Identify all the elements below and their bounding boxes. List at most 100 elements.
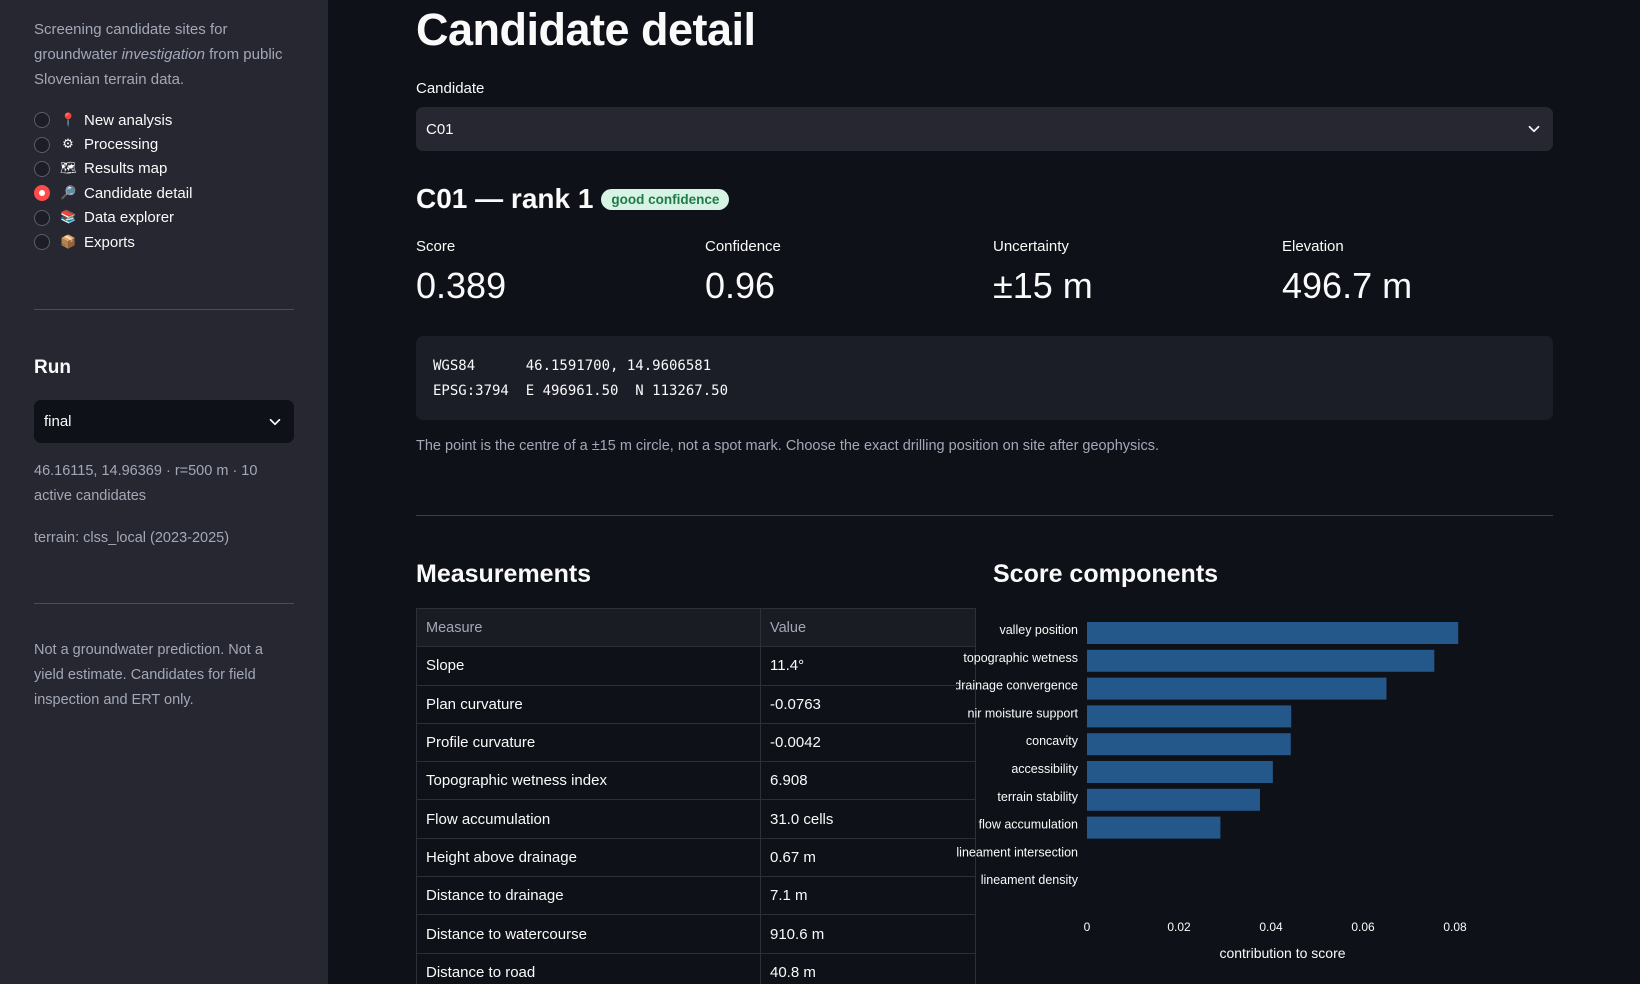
measure-value: 6.908	[760, 761, 976, 801]
magnifier-icon: 🔎	[60, 185, 77, 201]
nav-item-exports[interactable]: 📦 Exports	[34, 230, 192, 254]
table-row: Topographic wetness index 6.908	[416, 761, 976, 801]
terrain-info: terrain: clss_local (2023-2025)	[34, 530, 230, 546]
page-title: Candidate detail	[416, 4, 756, 55]
metric-elevation: Elevation 496.7 m	[1282, 238, 1412, 307]
score-components-heading: Score components	[993, 560, 1219, 588]
nav-item-results-map[interactable]: 🗺 Results map	[34, 157, 192, 181]
bar[interactable]	[1087, 733, 1291, 756]
x-tick-label: 0.02	[1167, 920, 1191, 934]
metric-label: Score	[416, 238, 456, 255]
books-icon: 📚	[60, 210, 77, 226]
bar-label: concavity	[1026, 734, 1079, 748]
table-header-row: Measure Value	[416, 607, 976, 648]
bar-label: terrain stability	[997, 790, 1078, 804]
x-tick-label: 0	[1084, 920, 1091, 934]
bar-label: lineament density	[981, 873, 1079, 887]
metric-uncertainty: Uncertainty ±15 m	[993, 238, 1093, 307]
measure-name: Distance to road	[416, 952, 761, 984]
metric-value: 0.96	[705, 265, 776, 306]
measurements-table[interactable]: Measure Value Slope 11.4° Plan curvature -…	[416, 607, 976, 984]
chevron-down-icon	[1528, 125, 1540, 133]
run-select[interactable]: final	[34, 400, 294, 443]
nav-item-processing[interactable]: ⚙ Processing	[34, 132, 192, 156]
measure-value: 40.8 m	[760, 952, 976, 984]
run-select-value: final	[44, 413, 72, 430]
coords-epsg3794: EPSG:3794 E 496961.50 N 113267.50	[433, 383, 729, 399]
pin-icon: 📍	[60, 112, 77, 128]
nav-label: Data explorer	[84, 209, 175, 227]
candidate-select[interactable]: C01	[416, 107, 1553, 151]
coords-wgs84: WGS84 46.1591700, 14.9606581	[433, 358, 712, 374]
table-row: Height above drainage 0.67 m	[416, 837, 976, 878]
position-caption: The point is the centre of a ±15 m circl…	[416, 438, 1160, 454]
metric-value: 496.7 m	[1282, 265, 1413, 306]
intro-emphasis: investigation	[121, 46, 205, 63]
nav-label: Processing	[84, 136, 159, 154]
candidate-heading: C01 — rank 1 good confidence	[416, 183, 730, 215]
table-row: Plan curvature -0.0763	[416, 684, 976, 724]
bar[interactable]	[1087, 761, 1273, 783]
radio-processing[interactable]	[34, 136, 50, 153]
bar[interactable]	[1087, 649, 1435, 672]
bar[interactable]	[1087, 816, 1221, 839]
measure-name: Distance to drainage	[416, 876, 761, 916]
bar[interactable]	[1087, 622, 1459, 644]
metric-value: ±15 m	[993, 265, 1093, 306]
x-tick-label: 0.04	[1259, 920, 1283, 934]
bar[interactable]	[1087, 788, 1260, 811]
measure-name: Plan curvature	[416, 684, 761, 724]
measure-name: Profile curvature	[416, 722, 761, 763]
bar[interactable]	[1087, 677, 1387, 700]
column-header-value[interactable]: Value	[760, 607, 976, 648]
page-navigation: 📍 New analysis ⚙ Processing 🗺 Results ma…	[34, 108, 192, 254]
radio-candidate-detail[interactable]	[34, 185, 50, 202]
x-tick-label: 0.08	[1443, 920, 1467, 934]
score-components-chart: valley position topographic wetness draina…	[954, 600, 1516, 980]
confidence-badge: good confidence	[601, 188, 730, 210]
measurements-heading: Measurements	[416, 560, 592, 588]
radio-data-explorer[interactable]	[34, 209, 50, 226]
measure-value: -0.0763	[760, 684, 976, 724]
radio-new-analysis[interactable]	[34, 112, 50, 129]
bar-label: drainage convergence	[956, 679, 1078, 693]
gear-icon: ⚙	[62, 137, 74, 153]
bar-label: flow accumulation	[979, 818, 1078, 832]
metric-value: 0.389	[416, 265, 507, 306]
table-row: Slope 11.4°	[416, 646, 976, 686]
bar-label: valley position	[999, 623, 1078, 637]
nav-item-data-explorer[interactable]: 📚 Data explorer	[34, 206, 192, 230]
measure-name: Height above drainage	[416, 837, 761, 878]
bar-label: lineament intersection	[956, 845, 1078, 859]
nav-label: Exports	[84, 233, 135, 251]
measure-name: Flow accumulation	[416, 799, 761, 839]
chevron-down-icon	[269, 418, 281, 425]
package-icon: 📦	[60, 234, 77, 250]
nav-label: New analysis	[84, 111, 173, 129]
measure-value: 910.6 m	[760, 914, 976, 954]
nav-label: Results map	[84, 160, 168, 178]
radio-results-map[interactable]	[34, 160, 50, 177]
sidebar-divider	[34, 309, 294, 310]
intro-text-end: from public Slovenian terrain data.	[34, 46, 283, 88]
bar-label: topographic wetness	[963, 651, 1078, 665]
nav-item-new-analysis[interactable]: 📍 New analysis	[34, 108, 192, 132]
metric-score: Score 0.389	[416, 238, 506, 307]
main-content: Candidate detail Candidate C01 C01 — ran…	[328, 0, 1640, 984]
sidebar-divider	[34, 603, 294, 604]
nav-item-candidate-detail[interactable]: 🔎 Candidate detail	[34, 181, 192, 205]
radio-exports[interactable]	[34, 234, 50, 251]
metric-label: Elevation	[1282, 238, 1344, 255]
measure-value: 7.1 m	[760, 876, 976, 916]
bar-label: accessibility	[1011, 762, 1078, 776]
run-heading: Run	[34, 357, 71, 378]
measure-name: Slope	[416, 646, 761, 686]
measure-value: -0.0042	[760, 722, 976, 763]
section-divider	[416, 515, 1553, 516]
nav-label: Candidate detail	[84, 184, 193, 202]
column-header-measure[interactable]: Measure	[416, 607, 761, 648]
measure-name: Distance to watercourse	[416, 914, 761, 954]
x-axis-label: contribution to score	[1219, 945, 1345, 961]
bar[interactable]	[1087, 705, 1292, 728]
